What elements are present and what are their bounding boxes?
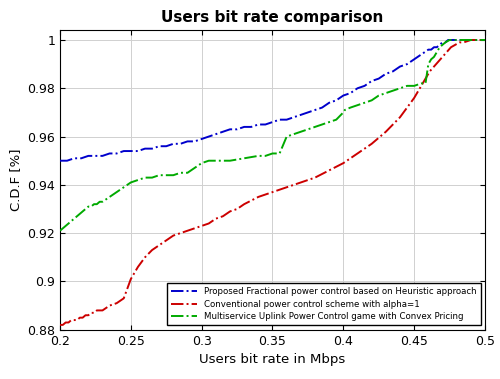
Legend: Proposed Fractional power control based on Heuristic approach, Conventional powe: Proposed Fractional power control based … bbox=[166, 283, 480, 326]
Multiservice Uplink Power Control game with Convex Pricing bbox=[57, 229, 63, 233]
Conventional power control scheme with alpha=1 bbox=[57, 323, 63, 327]
Multiservice Uplink Power Control game with Convex Pricing bbox=[71, 216, 77, 221]
Conventional power control scheme with alpha=1 bbox=[80, 315, 86, 320]
Multiservice Uplink Power Control game with Convex Pricing bbox=[149, 175, 155, 180]
Proposed Fractional power control based on Heuristic approach bbox=[454, 38, 460, 42]
Line: Conventional power control scheme with alpha=1: Conventional power control scheme with a… bbox=[60, 40, 485, 325]
Multiservice Uplink Power Control game with Convex Pricing bbox=[284, 134, 290, 139]
Line: Proposed Fractional power control based on Heuristic approach: Proposed Fractional power control based … bbox=[60, 40, 485, 161]
Proposed Fractional power control based on Heuristic approach bbox=[163, 144, 169, 149]
Line: Multiservice Uplink Power Control game with Convex Pricing: Multiservice Uplink Power Control game w… bbox=[60, 40, 485, 231]
Multiservice Uplink Power Control game with Convex Pricing bbox=[446, 38, 452, 42]
Proposed Fractional power control based on Heuristic approach bbox=[291, 115, 297, 119]
Conventional power control scheme with alpha=1 bbox=[312, 175, 318, 180]
Conventional power control scheme with alpha=1 bbox=[213, 216, 219, 221]
Conventional power control scheme with alpha=1 bbox=[241, 202, 247, 207]
Title: Users bit rate comparison: Users bit rate comparison bbox=[162, 10, 384, 25]
Multiservice Uplink Power Control game with Convex Pricing bbox=[468, 38, 474, 42]
Multiservice Uplink Power Control game with Convex Pricing bbox=[94, 202, 100, 207]
Conventional power control scheme with alpha=1 bbox=[326, 168, 332, 173]
Proposed Fractional power control based on Heuristic approach bbox=[57, 158, 63, 163]
Proposed Fractional power control based on Heuristic approach bbox=[192, 139, 198, 144]
Proposed Fractional power control based on Heuristic approach bbox=[434, 45, 440, 50]
Proposed Fractional power control based on Heuristic approach bbox=[248, 125, 254, 129]
Conventional power control scheme with alpha=1 bbox=[468, 38, 474, 42]
Y-axis label: C.D.F [%]: C.D.F [%] bbox=[8, 149, 22, 211]
Proposed Fractional power control based on Heuristic approach bbox=[482, 38, 488, 42]
Conventional power control scheme with alpha=1 bbox=[482, 38, 488, 42]
Multiservice Uplink Power Control game with Convex Pricing bbox=[156, 173, 162, 177]
Conventional power control scheme with alpha=1 bbox=[178, 231, 184, 235]
Multiservice Uplink Power Control game with Convex Pricing bbox=[482, 38, 488, 42]
X-axis label: Users bit rate in Mbps: Users bit rate in Mbps bbox=[200, 353, 346, 366]
Proposed Fractional power control based on Heuristic approach bbox=[445, 38, 451, 42]
